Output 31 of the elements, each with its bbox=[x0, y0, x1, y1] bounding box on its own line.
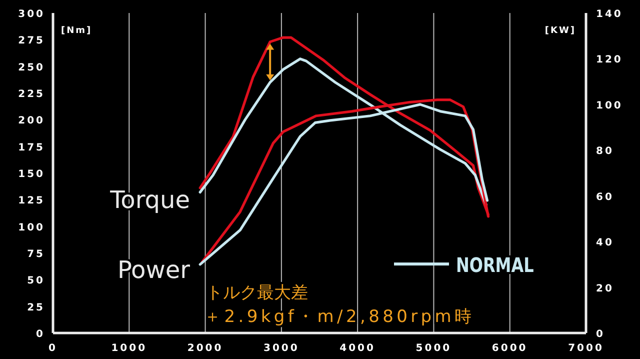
y2-tick-label: 0 bbox=[596, 329, 605, 340]
y-tick-label: 25 bbox=[27, 302, 45, 314]
y-tick-label: 0 bbox=[36, 329, 45, 340]
y-tick-label: 50 bbox=[27, 276, 45, 287]
y-tick-label: 200 bbox=[18, 116, 45, 127]
y2-tick-label: 80 bbox=[596, 146, 614, 158]
y-tick-label: 100 bbox=[18, 222, 45, 234]
x-tick-label: 1000 bbox=[111, 343, 148, 354]
y2-tick-label: 140 bbox=[596, 9, 623, 20]
y2-tick-label: 100 bbox=[596, 100, 623, 112]
y-axis-title: [Nm] bbox=[61, 26, 92, 36]
x-tick-label: 3000 bbox=[264, 343, 300, 354]
x-tick-label: 7000 bbox=[568, 343, 604, 354]
y2-tick-label: 120 bbox=[596, 54, 623, 66]
x-tick-label: 4000 bbox=[340, 343, 376, 354]
x-tick-label: 0 bbox=[48, 343, 58, 354]
y-tick-label: 250 bbox=[18, 62, 45, 74]
y-tick-label: 175 bbox=[18, 142, 45, 154]
y-tick-label: 275 bbox=[18, 36, 45, 47]
y-tick-label: 75 bbox=[27, 249, 45, 260]
y-tick-label: 300 bbox=[18, 9, 45, 20]
x-tick-label: 5000 bbox=[416, 343, 452, 354]
y-tick-label: 225 bbox=[18, 89, 45, 100]
y2-tick-label: 40 bbox=[596, 238, 614, 249]
y2-tick-label: 60 bbox=[596, 192, 614, 203]
x-tick-label: 2000 bbox=[187, 343, 224, 354]
y2-axis-title: [KW] bbox=[544, 26, 576, 36]
y-tick-label: 125 bbox=[18, 196, 45, 207]
x-tick-label: 6000 bbox=[492, 343, 528, 354]
y2-tick-label: 20 bbox=[596, 283, 614, 294]
y-tick-label: 150 bbox=[18, 169, 45, 180]
